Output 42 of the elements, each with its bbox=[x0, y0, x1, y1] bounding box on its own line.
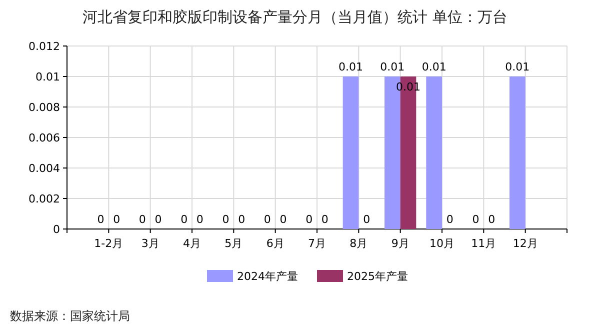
data-label: 0 bbox=[321, 213, 328, 226]
x-tick-label: 6月 bbox=[266, 237, 284, 250]
data-label: 0 bbox=[472, 213, 480, 226]
data-label: 0 bbox=[264, 213, 271, 226]
x-tick-label: 4月 bbox=[183, 237, 201, 250]
data-label: 0 bbox=[306, 213, 313, 226]
y-tick-label: 0 bbox=[53, 223, 60, 236]
data-label: 0 bbox=[154, 213, 162, 226]
x-tick-label: 3月 bbox=[141, 237, 160, 250]
data-label: 0 bbox=[488, 213, 496, 226]
data-label: 0 bbox=[113, 213, 120, 226]
data-label: 0 bbox=[196, 213, 204, 226]
y-tick-label: 0.012 bbox=[28, 40, 60, 53]
chart-title: 河北省复印和胶版印制设备产量分月（当月值）统计 单位：万台 bbox=[82, 8, 508, 26]
y-tick-label: 0.008 bbox=[28, 101, 60, 114]
y-tick-label: 0.006 bbox=[28, 132, 60, 144]
data-label: 0 bbox=[222, 213, 230, 226]
data-label: 0 bbox=[238, 213, 246, 226]
x-tick-label: 5月 bbox=[224, 237, 243, 250]
data-label: 0 bbox=[363, 213, 370, 226]
data-label: 0 bbox=[280, 213, 287, 226]
y-tick-label: 0.004 bbox=[28, 162, 60, 175]
data-label: 0.01 bbox=[380, 60, 405, 74]
data-label: 0 bbox=[138, 213, 146, 226]
data-label: 0 bbox=[97, 213, 104, 226]
data-label: 0.01 bbox=[338, 60, 363, 74]
legend-label: 2025年产量 bbox=[347, 270, 408, 283]
x-tick-label: 12月 bbox=[512, 237, 538, 250]
x-tick-label: 11月 bbox=[471, 237, 496, 250]
x-tick-label: 10月 bbox=[430, 237, 454, 250]
x-tick-label: 1-2月 bbox=[94, 237, 124, 250]
source-note: 数据来源：国家统计局 bbox=[10, 309, 130, 323]
data-label: 0.01 bbox=[505, 60, 530, 74]
y-tick-label: 0.002 bbox=[28, 192, 60, 206]
legend-label: 2024年产量 bbox=[237, 270, 298, 283]
x-tick-label: 9月 bbox=[391, 237, 410, 250]
data-label: 0.01 bbox=[422, 60, 446, 74]
data-label: 0 bbox=[446, 213, 454, 226]
x-tick-label: 7月 bbox=[308, 237, 326, 250]
y-tick-label: 0.01 bbox=[36, 70, 60, 84]
data-label: 0 bbox=[180, 213, 188, 226]
x-tick-label: 8月 bbox=[350, 237, 368, 250]
